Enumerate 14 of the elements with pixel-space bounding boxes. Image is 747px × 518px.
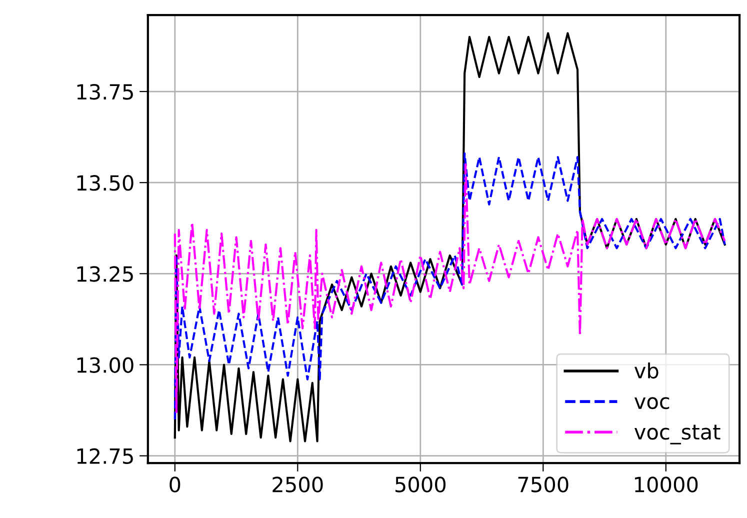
x-tick-label: 2500 (272, 476, 323, 492)
y-tick-label: 13.75 (77, 84, 133, 100)
x-tick-label: 0 (170, 476, 180, 492)
legend-label: voc_stat (634, 424, 720, 444)
y-tick-label: 12.75 (77, 448, 133, 464)
x-tick-label: 10000 (635, 476, 698, 492)
y-tick-label: 13.00 (77, 357, 134, 373)
y-tick-label: 13.50 (77, 175, 134, 191)
y-tick-label: 13.25 (77, 266, 133, 282)
x-tick-label: 7500 (518, 476, 568, 492)
legend-label: voc (634, 397, 670, 410)
x-tick-label: 5000 (395, 476, 446, 492)
line-series (174, 32, 726, 442)
legend-label: vb (634, 362, 658, 379)
